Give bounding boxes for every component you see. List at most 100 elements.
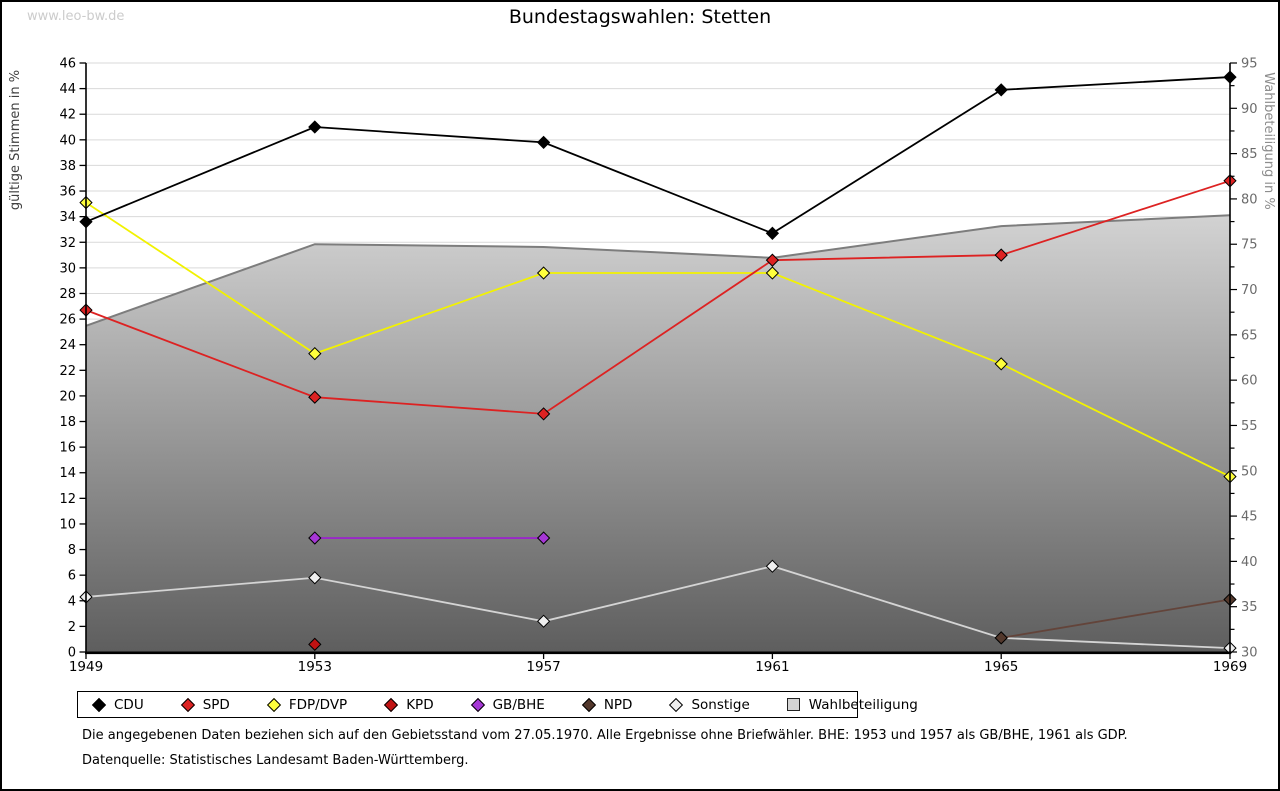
left-axis: 0246810121416182022242628303234363840424… — [59, 57, 86, 661]
legend-diamond-icon — [91, 697, 107, 712]
svg-text:80: 80 — [1241, 192, 1258, 207]
svg-text:18: 18 — [59, 415, 76, 430]
legend-label: FDP/DVP — [288, 696, 348, 713]
legend-diamond-icon — [470, 697, 485, 712]
svg-text:45: 45 — [1241, 510, 1258, 525]
legend-item-sonstige: Sonstige — [669, 696, 750, 713]
data-point-cdu — [536, 135, 551, 150]
data-point-sonstige — [308, 571, 322, 585]
svg-text:95: 95 — [1241, 57, 1258, 72]
turnout-area — [86, 215, 1230, 653]
data-point-fdp-dvp — [994, 357, 1008, 371]
data-point-gb-bhe — [536, 531, 551, 545]
legend-diamond-icon — [581, 697, 596, 712]
svg-text:75: 75 — [1241, 238, 1258, 253]
svg-text:85: 85 — [1241, 147, 1258, 162]
data-point-cdu — [765, 226, 780, 240]
svg-text:32: 32 — [59, 236, 76, 251]
data-point-sonstige — [765, 559, 780, 573]
data-point-kpd — [308, 637, 322, 651]
legend-item-kpd: KPD — [384, 696, 434, 713]
watermark: www.leo-bw.de — [27, 9, 125, 24]
series-kpd — [308, 637, 322, 651]
legend-label: CDU — [114, 696, 144, 713]
data-point-fdp-dvp — [765, 266, 780, 280]
svg-text:42: 42 — [59, 108, 76, 123]
svg-text:50: 50 — [1241, 464, 1258, 479]
svg-text:40: 40 — [59, 133, 76, 148]
svg-text:22: 22 — [59, 364, 76, 379]
svg-text:34: 34 — [59, 210, 76, 225]
svg-text:55: 55 — [1241, 419, 1258, 434]
data-point-cdu — [994, 83, 1008, 97]
svg-text:24: 24 — [59, 338, 76, 353]
data-point-cdu — [308, 120, 322, 134]
right-axis: 30 35 40 45 50 55 60 65 70 75 80 85 90 95 — [1230, 57, 1258, 661]
legend-label: KPD — [406, 696, 434, 713]
svg-text:65: 65 — [1241, 328, 1258, 343]
svg-text:38: 38 — [59, 159, 76, 174]
data-point-spd — [994, 248, 1008, 262]
svg-text:60: 60 — [1241, 374, 1258, 389]
legend-item-fdp-dvp: FDP/DVP — [266, 696, 348, 713]
data-point-spd — [308, 390, 322, 404]
data-point-fdp-dvp — [536, 266, 551, 280]
svg-text:0: 0 — [68, 646, 76, 661]
x-label-1961: 1961 — [755, 659, 789, 675]
data-point-spd — [765, 253, 780, 267]
svg-text:20: 20 — [59, 389, 76, 404]
legend-label: GB/BHE — [492, 696, 545, 713]
svg-text:44: 44 — [59, 82, 76, 97]
svg-text:4: 4 — [68, 594, 76, 609]
legend-diamond-icon — [266, 697, 281, 712]
svg-text:14: 14 — [59, 466, 76, 481]
legend-item-gb-bhe: GB/BHE — [470, 696, 545, 713]
legend-diamond-icon — [384, 697, 399, 712]
footnote-gebietsstand: Die angegebenen Daten beziehen sich auf … — [82, 728, 1128, 743]
svg-text:26: 26 — [59, 313, 76, 328]
svg-text:8: 8 — [68, 543, 76, 558]
legend-square-icon — [786, 698, 800, 711]
svg-text:30: 30 — [59, 261, 76, 276]
chart-legend: CDU SPD FDP/DVP KPD GB/BHE NPD Sonstige Wahlbet… — [77, 691, 918, 718]
data-point-npd — [994, 631, 1008, 645]
svg-text:46: 46 — [59, 57, 76, 72]
legend-diamond-icon — [180, 697, 195, 712]
x-label-1957: 1957 — [526, 659, 560, 675]
svg-text:90: 90 — [1241, 102, 1258, 117]
series-cdu — [79, 70, 1237, 240]
svg-text:70: 70 — [1241, 283, 1258, 298]
series-gb-bhe — [308, 531, 551, 545]
legend-item-spd: SPD — [180, 696, 230, 713]
series-fdp-dvp — [79, 195, 1237, 484]
chart-title: Bundestagswahlen: Stetten — [508, 6, 772, 28]
turnout-boundary-line — [85, 214, 1231, 327]
legend-item-cdu: CDU — [91, 696, 144, 713]
data-point-sonstige — [536, 614, 551, 628]
data-point-fdp-dvp — [308, 347, 322, 361]
svg-text:36: 36 — [59, 185, 76, 200]
legend-label: SPD — [202, 696, 230, 713]
data-point-gb-bhe — [308, 531, 322, 545]
x-label-1969: 1969 — [1213, 659, 1247, 675]
svg-text:10: 10 — [59, 517, 76, 532]
x-label-1949: 1949 — [69, 659, 103, 675]
legend-item-wahlbeteiligung: Wahlbeteiligung — [786, 696, 918, 713]
svg-text:40: 40 — [1241, 555, 1258, 570]
x-label-1965: 1965 — [984, 659, 1018, 675]
data-point-spd — [536, 407, 551, 421]
svg-text:12: 12 — [59, 492, 76, 507]
svg-text:6: 6 — [68, 569, 76, 584]
left-axis-title: gültige Stimmen in % — [8, 70, 23, 210]
svg-text:30: 30 — [1241, 646, 1258, 661]
legend-label: Sonstige — [691, 696, 750, 713]
svg-text:35: 35 — [1241, 600, 1258, 615]
legend-label: Wahlbeteiligung — [808, 696, 918, 713]
legend-item-npd: NPD — [581, 696, 633, 713]
legend-diamond-icon — [669, 697, 684, 712]
right-axis-title: Wahlbeteiligung in % — [1261, 72, 1276, 209]
legend-label: NPD — [603, 696, 633, 713]
svg-text:28: 28 — [59, 287, 76, 302]
